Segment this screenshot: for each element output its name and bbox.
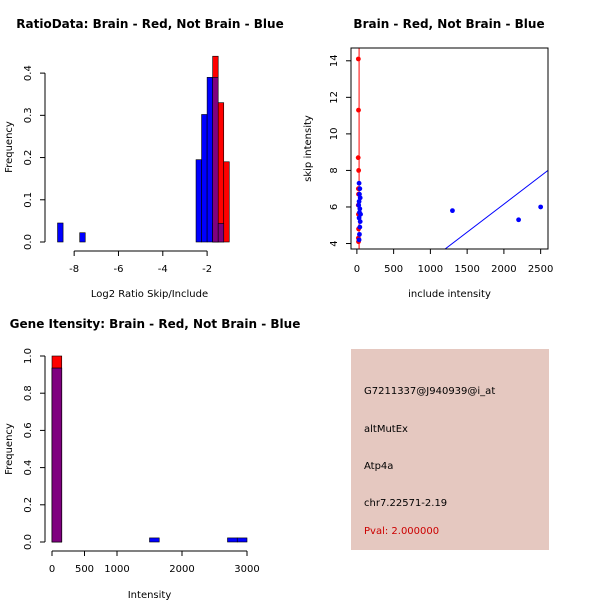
chart0-bar-overlap-0 (212, 77, 219, 243)
chart2-y-tick-label-1: 0.2 (23, 497, 34, 513)
chart2-bar-overlap-0 (51, 367, 63, 543)
chart1-title: Brain - Red, Not Brain - Blue (353, 17, 544, 31)
location-text: chr7.22571-2.19 (364, 498, 448, 509)
chart1-point-not-brain-16 (538, 204, 544, 210)
chart0-x-axis-label: Log2 Ratio Skip/Include (91, 289, 208, 300)
chart0-y-tick-label-2: 0.2 (23, 150, 34, 166)
chart2-y-tick-label-4: 0.8 (23, 385, 34, 401)
chart0-bar-overlap-1 (217, 223, 225, 243)
chart1-point-not-brain-10 (357, 219, 363, 224)
chart0-bar-brain-2 (223, 161, 230, 243)
chart0-x-tick-label-0: -8 (69, 264, 79, 275)
chart0-title: RatioData: Brain - Red, Not Brain - Blue (16, 17, 283, 31)
chart1-y-tick-label-4: 12 (329, 91, 340, 104)
chart1-point-not-brain-2 (357, 191, 362, 197)
chart0-bar-brain-1 (217, 102, 225, 243)
chart2-y-axis-label: Frequency (4, 423, 15, 475)
chart2-y-tick-label-5: 1.0 (23, 348, 34, 364)
chart1-x-tick-label-2: 1000 (418, 264, 443, 275)
chart0-y-tick-label-0: 0.0 (23, 234, 34, 250)
chart1-point-not-brain-12 (357, 231, 362, 237)
chart1-x-tick-label-3: 1500 (454, 264, 479, 275)
chart1-x-tick-label-1: 500 (384, 264, 403, 275)
chart2-title: Gene Itensity: Brain - Red, Not Brain - … (10, 317, 301, 331)
chart2-x-tick-label-3: 2000 (169, 564, 194, 575)
chart1-x-tick-label-0: 0 (354, 264, 360, 275)
chart0-x-tick-label-3: -2 (202, 264, 212, 275)
chart2-x-tick-label-1: 500 (75, 564, 94, 575)
chart1-x-axis-label: include intensity (408, 289, 491, 300)
chart1-point-not-brain-4 (356, 199, 362, 204)
chart1-point-not-brain-8 (358, 211, 363, 217)
chart1-point-brain-0 (355, 56, 361, 62)
chart1-point-not-brain-0 (356, 180, 362, 186)
chart1-point-not-brain-5 (356, 202, 362, 208)
chart1-x-tick-label-4: 2000 (491, 264, 516, 275)
chart1-y-tick-label-5: 14 (329, 54, 340, 67)
chart1-point-not-brain-9 (356, 215, 362, 221)
chart1-point-not-brain-11 (357, 224, 363, 230)
chart2-x-tick-label-2: 1000 (104, 564, 129, 575)
pval-text: Pval: 2.000000 (364, 526, 440, 537)
chart0-bar-not-brain-2 (195, 159, 202, 243)
chart1-x-tick-label-5: 2500 (528, 264, 553, 275)
chart0-bar-not-brain-3 (201, 114, 208, 243)
chart1-point-not-brain-13 (356, 237, 362, 243)
chart1-point-not-brain-6 (357, 206, 363, 212)
gene-name-text: Atp4a (364, 461, 394, 472)
chart0-bar-not-brain-0 (57, 222, 64, 243)
chart1-point-not-brain-1 (357, 186, 363, 192)
probe-id-text: G7211337@J940939@i_at (364, 386, 496, 397)
chart1-point-brain-3 (356, 168, 362, 173)
chart0-y-tick-label-3: 0.3 (23, 107, 34, 123)
chart1-point-not-brain-15 (516, 217, 521, 223)
chart2-x-tick-label-4: 3000 (234, 564, 259, 575)
chart1-point-not-brain-14 (450, 208, 455, 214)
chart2-bar-not-brain-1 (149, 537, 160, 543)
chart2-bar-not-brain-2 (227, 537, 238, 543)
chart2-y-tick-label-3: 0.6 (23, 422, 34, 438)
chart1-point-brain-2 (355, 155, 361, 161)
chart0-x-tick-label-2: -4 (158, 264, 168, 275)
chart0-y-axis-label: Frequency (4, 121, 15, 173)
chart2-bar-not-brain-3 (236, 537, 248, 543)
chart1-y-tick-label-1: 6 (329, 204, 340, 210)
chart1-y-tick-label-0: 4 (329, 240, 340, 246)
chart0-bar-not-brain-1 (79, 232, 86, 243)
chart2-x-tick-label-0: 0 (49, 564, 55, 575)
chart1-point-brain-1 (356, 107, 361, 113)
chart2-x-axis-label: Intensity (128, 590, 172, 600)
info-panel: G7211337@J940939@i_at altMutEx Atp4a chr… (351, 349, 549, 550)
chart0-bar-not-brain-4 (206, 77, 213, 243)
chart1-line-not-brain-fit (444, 170, 548, 249)
chart2-y-tick-label-2: 0.4 (23, 460, 34, 476)
chart1-y-tick-label-2: 8 (329, 167, 340, 173)
chart1-y-axis-label: skip intensity (303, 115, 314, 182)
event-type-text: altMutEx (364, 424, 408, 435)
chart0-y-tick-label-4: 0.4 (23, 65, 34, 81)
chart1-point-not-brain-3 (357, 195, 363, 201)
chart0-y-tick-label-1: 0.1 (23, 192, 34, 208)
chart1-y-tick-label-3: 10 (329, 128, 340, 141)
chart2-y-tick-label-0: 0.0 (23, 534, 34, 550)
chart0-x-tick-label-1: -6 (113, 264, 123, 275)
